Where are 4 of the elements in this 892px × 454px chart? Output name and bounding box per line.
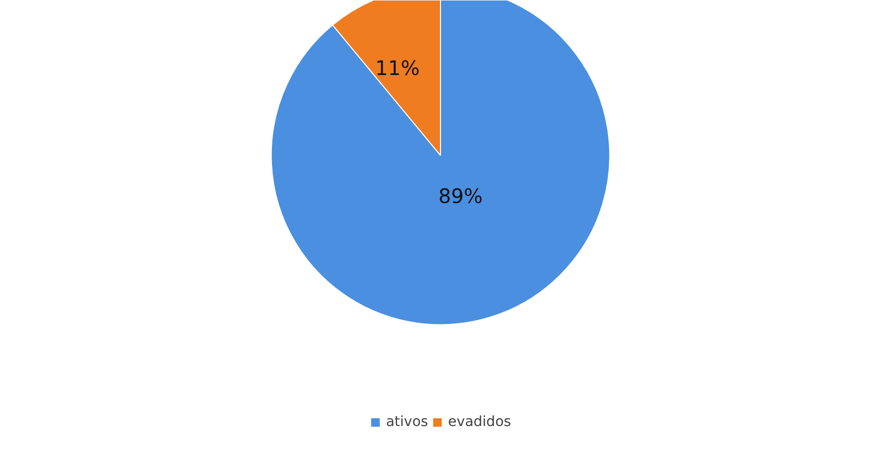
legend-label: ativos	[386, 414, 428, 430]
data-label: 11%	[375, 56, 420, 80]
legend-label: evadidos	[448, 414, 512, 430]
data-label: 89%	[438, 184, 483, 208]
